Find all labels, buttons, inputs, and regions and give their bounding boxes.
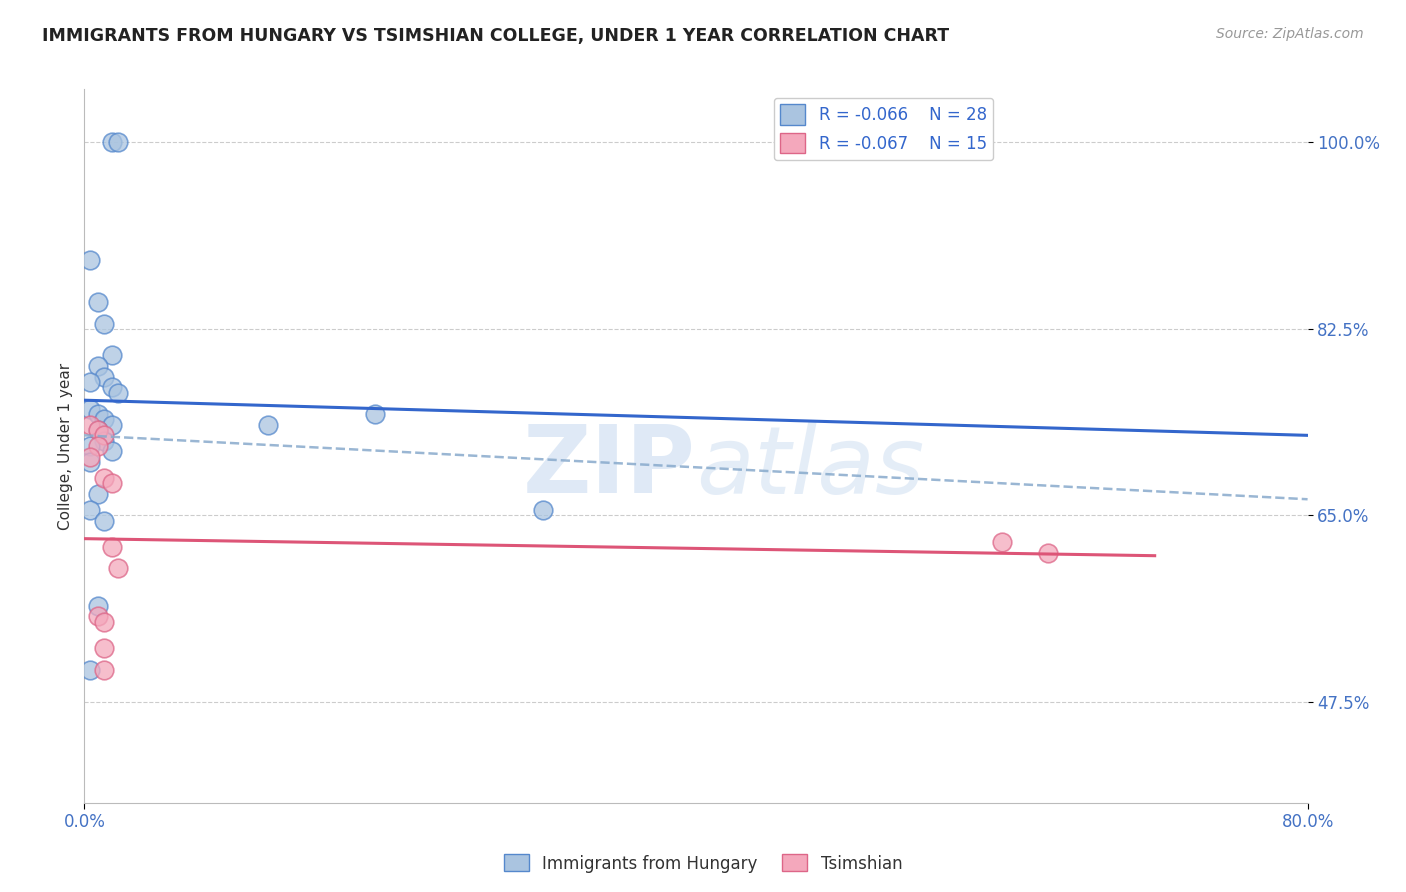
Point bbox=[79, 455, 101, 469]
Point bbox=[87, 439, 110, 453]
Point bbox=[101, 380, 124, 394]
Point bbox=[101, 444, 124, 458]
Text: IMMIGRANTS FROM HUNGARY VS TSIMSHIAN COLLEGE, UNDER 1 YEAR CORRELATION CHART: IMMIGRANTS FROM HUNGARY VS TSIMSHIAN COL… bbox=[42, 27, 949, 45]
Point bbox=[87, 295, 110, 310]
Point bbox=[93, 317, 115, 331]
Point bbox=[93, 369, 115, 384]
Point bbox=[93, 471, 115, 485]
Legend: R = -0.066    N = 28, R = -0.067    N = 15: R = -0.066 N = 28, R = -0.067 N = 15 bbox=[773, 97, 994, 160]
Y-axis label: College, Under 1 year: College, Under 1 year bbox=[58, 362, 73, 530]
Point bbox=[101, 476, 124, 491]
Point bbox=[364, 407, 387, 421]
Point bbox=[257, 417, 280, 432]
Point bbox=[101, 540, 124, 554]
Point bbox=[1036, 545, 1059, 559]
Point bbox=[79, 401, 101, 416]
Point bbox=[87, 599, 110, 613]
Point bbox=[87, 487, 110, 501]
Point bbox=[79, 450, 101, 464]
Point bbox=[79, 417, 101, 432]
Point bbox=[531, 503, 554, 517]
Point bbox=[93, 641, 115, 656]
Point bbox=[79, 375, 101, 389]
Text: ZIP: ZIP bbox=[523, 421, 696, 514]
Point bbox=[991, 534, 1014, 549]
Point bbox=[93, 663, 115, 677]
Point bbox=[87, 359, 110, 373]
Point bbox=[79, 439, 101, 453]
Point bbox=[87, 407, 110, 421]
Point bbox=[107, 136, 129, 150]
Text: Source: ZipAtlas.com: Source: ZipAtlas.com bbox=[1216, 27, 1364, 41]
Point bbox=[79, 252, 101, 267]
Point bbox=[101, 349, 124, 363]
Point bbox=[107, 561, 129, 575]
Point bbox=[107, 385, 129, 400]
Point bbox=[87, 609, 110, 624]
Point bbox=[93, 514, 115, 528]
Point bbox=[101, 136, 124, 150]
Point bbox=[93, 434, 115, 448]
Point bbox=[79, 503, 101, 517]
Legend: Immigrants from Hungary, Tsimshian: Immigrants from Hungary, Tsimshian bbox=[496, 847, 910, 880]
Point bbox=[93, 412, 115, 426]
Text: atlas: atlas bbox=[696, 422, 924, 513]
Point bbox=[101, 417, 124, 432]
Point bbox=[87, 423, 110, 437]
Point bbox=[79, 663, 101, 677]
Point bbox=[93, 615, 115, 629]
Point bbox=[87, 423, 110, 437]
Point bbox=[93, 428, 115, 442]
